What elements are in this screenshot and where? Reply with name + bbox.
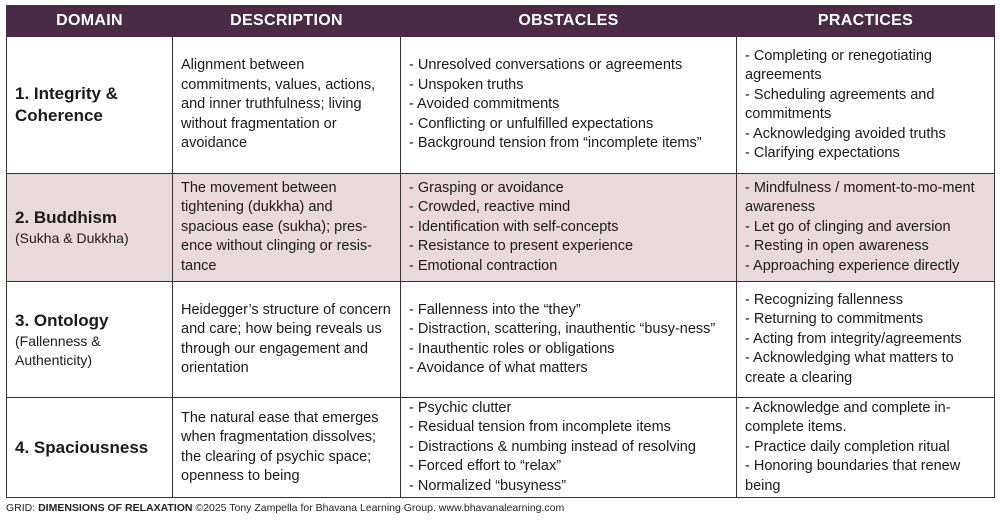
list-item: - Recognizing fallenness: [745, 291, 903, 308]
list-item: - Forced effort to “relax”: [409, 458, 562, 475]
list-item: - Residual tension from incomplete items: [409, 419, 671, 436]
list-item: - Practice daily completion ritual: [745, 438, 950, 455]
list-item: - Avoided commitments: [409, 96, 560, 113]
header-description: DESCRIPTION: [172, 5, 401, 37]
list-item: - Approaching experience directly: [745, 257, 960, 274]
list-item: - Acknowledging avoided truths: [745, 125, 946, 142]
practices-list: - Acknowledge and complete in-complete i…: [745, 399, 986, 497]
list-item: - Psychic clutter: [409, 399, 512, 416]
list-item: - Returning to commitments: [745, 311, 924, 328]
footer-title: DIMENSIONS OF RELAXATION: [38, 502, 193, 514]
list-item: - Unspoken truths: [409, 76, 524, 93]
obstacles-list: - Psychic clutter - Residual tension fro…: [409, 399, 728, 497]
list-item: - Emotional contraction: [409, 257, 558, 274]
domain-subtitle: (Fallenness & Authenticity): [15, 332, 101, 368]
list-item: - Background tension from “incomplete it…: [409, 135, 702, 152]
footer-text: ©2025 Tony Zampella for Bhavana Learning…: [192, 502, 565, 514]
list-item: - Crowded, reactive mind: [409, 199, 571, 216]
header-row: DOMAIN DESCRIPTION OBSTACLES PRACTICES: [6, 5, 995, 37]
list-item: - Completing or renegotiating agreements: [745, 47, 932, 84]
description-cell: Heidegger’s structure of concern and car…: [172, 281, 401, 398]
list-item: - Let go of clinging and aversion: [745, 218, 951, 235]
obstacles-cell: - Psychic clutter - Residual tension fro…: [400, 397, 737, 498]
domain-cell: 2. Buddhism (Sukha & Dukkha): [6, 173, 173, 282]
header-domain: DOMAIN: [6, 5, 173, 37]
table-row: 3. Ontology (Fallenness & Authenticity) …: [6, 281, 995, 398]
list-item: - Fallenness into the “they”: [409, 301, 581, 318]
list-item: - Acknowledge and complete in-complete i…: [745, 399, 951, 436]
list-item: - Honoring boundaries that renew being: [745, 458, 961, 494]
list-item: - Clarifying expectations: [745, 145, 900, 161]
list-item: - Unresolved conversations or agreements: [409, 57, 683, 74]
footer-credit: GRID: DIMENSIONS OF RELAXATION ©2025 Ton…: [6, 502, 564, 514]
list-item: - Mindfulness / moment-to-mo-ment awaren…: [745, 179, 975, 216]
domain-cell: 3. Ontology (Fallenness & Authenticity): [6, 281, 173, 398]
list-item: - Avoidance of what matters: [409, 360, 588, 376]
list-item: - Distraction, scattering, inauthentic “…: [409, 321, 716, 337]
practices-cell: - Mindfulness / moment-to-mo-ment awaren…: [736, 173, 995, 282]
domain-title: 3. Ontology: [15, 310, 109, 330]
domain-subtitle: (Sukha & Dukkha): [15, 230, 129, 246]
header-practices: PRACTICES: [736, 5, 995, 37]
list-item: - Resting in open awareness: [745, 238, 929, 255]
list-item: - Conflicting or unfulfilled expectation…: [409, 115, 654, 132]
list-item: - Normalized “busyness”: [409, 477, 567, 494]
list-item: - Scheduling agreements and commitments: [745, 86, 935, 123]
obstacles-list: - Unresolved conversations or agreements…: [409, 56, 728, 154]
obstacles-list: - Grasping or avoidance - Crowded, react…: [409, 179, 728, 277]
list-item: - Acting from integrity/agreements: [745, 330, 962, 347]
practices-list: - Completing or renegotiating agreements…: [745, 47, 986, 164]
obstacles-cell: - Fallenness into the “they” - Distracti…: [400, 281, 737, 398]
footer-prefix: GRID:: [6, 502, 39, 514]
list-item: - Distractions & numbing instead of reso…: [409, 438, 696, 455]
list-item: - Resistance to present experience: [409, 238, 634, 255]
list-item: - Identification with self-concepts: [409, 218, 619, 235]
list-item: - Inauthentic roles or obligations: [409, 340, 615, 357]
domain-cell: 1. Integrity & Coherence: [6, 36, 173, 174]
table-row: 4. Spaciousness The natural ease that em…: [6, 397, 995, 498]
practices-cell: - Acknowledge and complete in-complete i…: [736, 397, 995, 498]
header-obstacles: OBSTACLES: [400, 5, 737, 37]
domain-title: 2. Buddhism: [15, 208, 118, 227]
practices-list: - Mindfulness / moment-to-mo-ment awaren…: [745, 179, 986, 277]
description-cell: Alignment between commitments, values, a…: [172, 36, 401, 174]
domain-title: 4. Spaciousness: [15, 437, 149, 457]
practices-cell: - Completing or renegotiating agreements…: [736, 36, 995, 174]
list-item: - Acknowledging what matters to create a…: [745, 350, 954, 386]
obstacles-cell: - Grasping or avoidance - Crowded, react…: [400, 173, 737, 282]
practices-list: - Recognizing fallenness - Returning to …: [745, 291, 986, 389]
practices-cell: - Recognizing fallenness - Returning to …: [736, 281, 995, 398]
domain-title: 1. Integrity & Coherence: [15, 84, 118, 125]
table-row: 2. Buddhism (Sukha & Dukkha) The movemen…: [6, 173, 995, 282]
list-item: - Grasping or avoidance: [409, 179, 564, 196]
table-row: 1. Integrity & Coherence Alignment betwe…: [6, 36, 995, 174]
domain-cell: 4. Spaciousness: [6, 397, 173, 498]
obstacles-cell: - Unresolved conversations or agreements…: [400, 36, 737, 174]
description-cell: The natural ease that emerges when fragm…: [172, 397, 401, 498]
description-cell: The movement between tightening (dukkha)…: [172, 173, 401, 282]
obstacles-list: - Fallenness into the “they” - Distracti…: [409, 301, 728, 379]
relaxation-grid-table: DOMAIN DESCRIPTION OBSTACLES PRACTICES 1…: [6, 5, 995, 498]
